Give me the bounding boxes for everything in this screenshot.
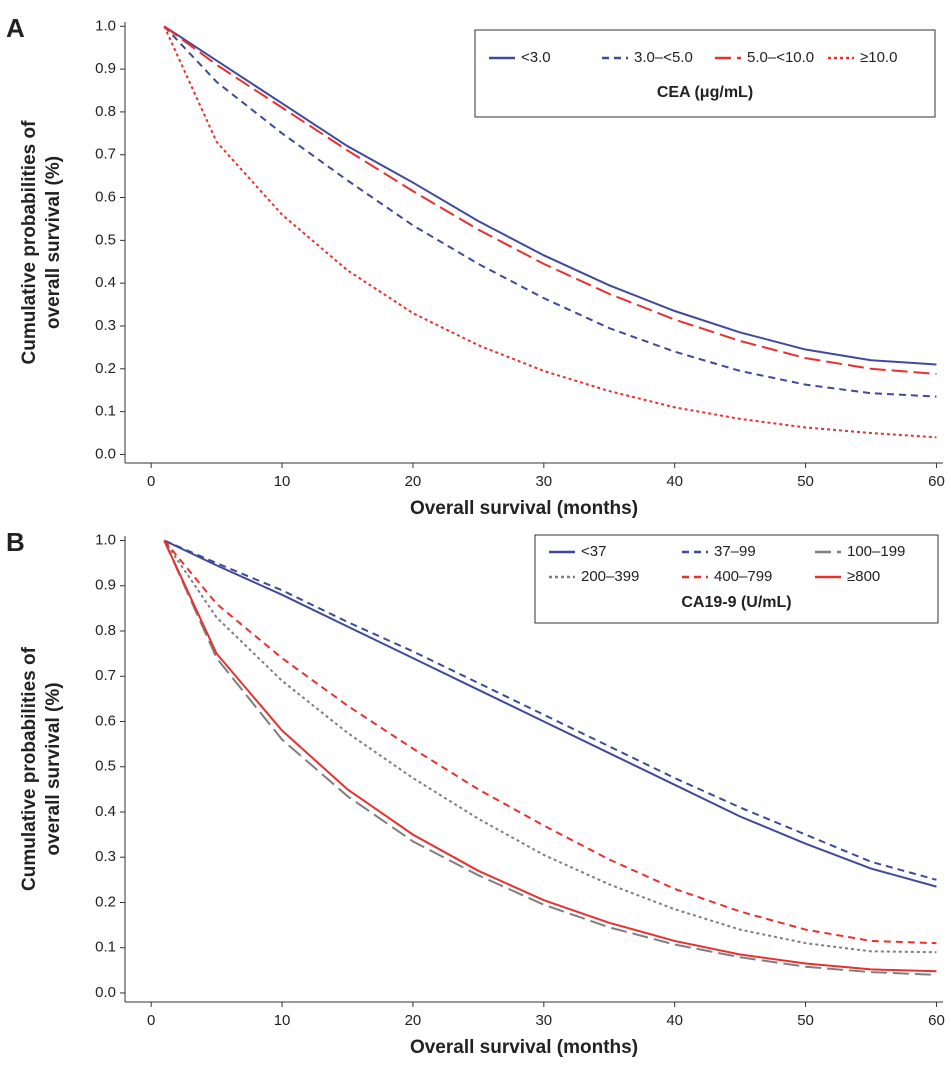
- x-tick-label: 30: [535, 1012, 552, 1029]
- legend-title: CA19-9 (U/mL): [681, 594, 791, 611]
- x-tick-label: 40: [666, 1012, 683, 1029]
- legend-label: 100–199: [847, 543, 905, 560]
- y-tick-label: 0.9: [95, 60, 116, 77]
- legend-label: 3.0–<5.0: [634, 49, 693, 66]
- y-tick-label: 0.7: [95, 667, 116, 684]
- y-tick-label: 0.8: [95, 622, 116, 639]
- legend-label: 5.0–<10.0: [747, 49, 814, 66]
- legend-label: <37: [581, 543, 606, 560]
- series-line: [163, 25, 937, 375]
- y-tick-label: 0.2: [95, 893, 116, 910]
- y-tick-label: 0.0: [95, 984, 116, 1001]
- x-tick-label: 60: [928, 473, 945, 490]
- y-tick-label: 1.0: [95, 17, 116, 34]
- x-tick-label: 0: [147, 473, 155, 490]
- legend-label: 37–99: [714, 543, 756, 560]
- legend-label: ≥10.0: [860, 49, 897, 66]
- y-axis-title: overall survival (%): [43, 156, 64, 329]
- series-line: [163, 539, 937, 954]
- panel-label: A: [6, 13, 25, 43]
- x-axis-title: Overall survival (months): [410, 498, 638, 519]
- legend-label: 400–799: [714, 568, 772, 585]
- x-tick-label: 50: [797, 473, 814, 490]
- y-tick-label: 0.0: [95, 445, 116, 462]
- series-line: [163, 25, 937, 366]
- y-tick-label: 0.5: [95, 231, 116, 248]
- y-tick-label: 0.4: [95, 803, 116, 820]
- y-tick-label: 1.0: [95, 531, 116, 548]
- y-tick-label: 0.1: [95, 939, 116, 956]
- y-axis-title: overall survival (%): [43, 682, 64, 855]
- x-tick-label: 60: [928, 1012, 945, 1029]
- y-tick-label: 0.7: [95, 146, 116, 163]
- x-tick-label: 40: [666, 473, 683, 490]
- x-tick-label: 20: [405, 473, 422, 490]
- y-tick-label: 0.3: [95, 848, 116, 865]
- series-line: [163, 25, 937, 398]
- series-line: [163, 540, 937, 976]
- y-tick-label: 0.2: [95, 360, 116, 377]
- x-tick-label: 10: [274, 473, 291, 490]
- y-tick-label: 0.4: [95, 274, 116, 291]
- y-axis-title: Cumulative probabilities of: [19, 120, 40, 365]
- y-axis-title: Cumulative probabilities of: [19, 646, 40, 891]
- x-tick-label: 50: [797, 1012, 814, 1029]
- series-line: [163, 539, 937, 945]
- y-tick-label: 0.1: [95, 403, 116, 420]
- y-tick-label: 0.6: [95, 712, 116, 729]
- legend-label: ≥800: [847, 568, 880, 585]
- x-tick-label: 20: [405, 1012, 422, 1029]
- series-line: [163, 539, 937, 888]
- panel-label: B: [6, 527, 25, 557]
- y-tick-label: 0.6: [95, 189, 116, 206]
- y-tick-label: 0.9: [95, 577, 116, 594]
- series-line: [163, 25, 937, 439]
- y-tick-label: 0.8: [95, 103, 116, 120]
- y-tick-label: 0.5: [95, 758, 116, 775]
- x-tick-label: 30: [535, 473, 552, 490]
- legend-box: [474, 29, 936, 118]
- x-axis-title: Overall survival (months): [410, 1037, 638, 1058]
- x-tick-label: 10: [274, 1012, 291, 1029]
- legend-title: CEA (μg/mL): [657, 84, 753, 101]
- legend-label: <3.0: [521, 49, 551, 66]
- y-tick-label: 0.3: [95, 317, 116, 334]
- x-tick-label: 0: [147, 1012, 155, 1029]
- legend-box: [534, 534, 939, 624]
- series-line: [163, 540, 937, 973]
- legend-label: 200–399: [581, 568, 639, 585]
